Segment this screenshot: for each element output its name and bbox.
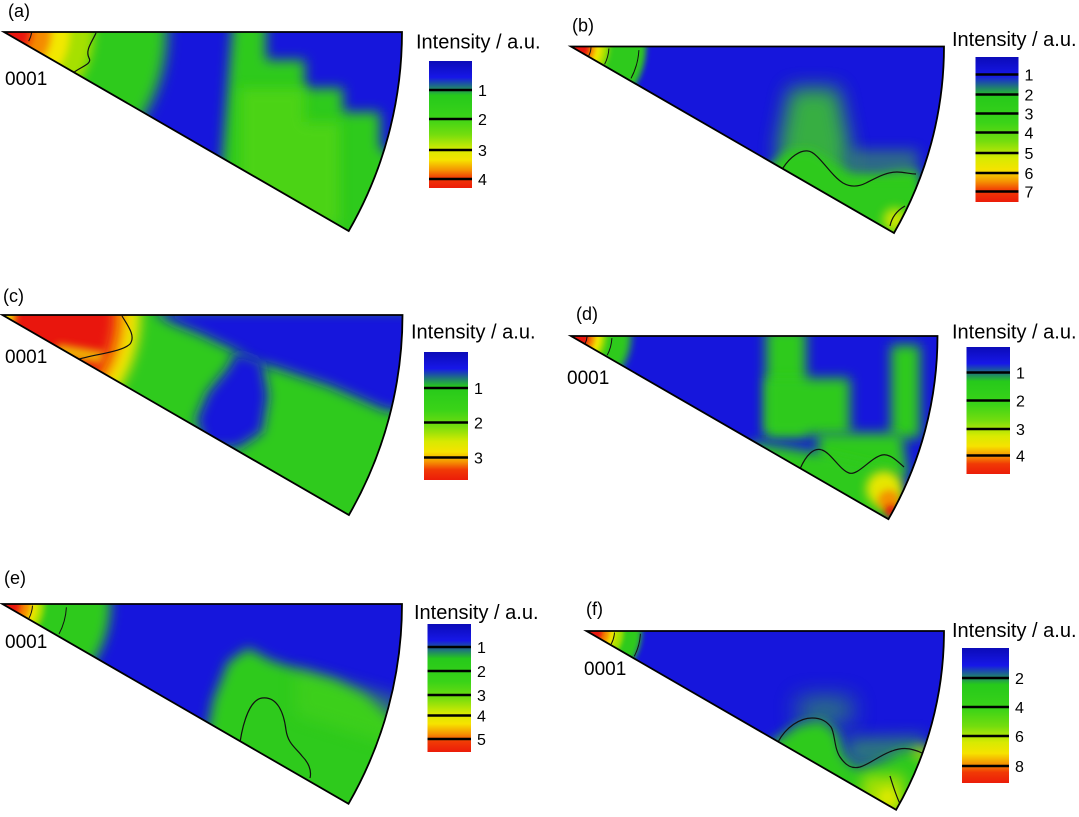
svg-text:4: 4 (1015, 700, 1024, 717)
svg-text:2: 2 (477, 664, 486, 681)
svg-text:(b): (b) (572, 16, 594, 36)
svg-text:2: 2 (1015, 671, 1024, 688)
svg-text:Intensity / a.u.: Intensity / a.u. (414, 602, 539, 624)
svg-text:0001: 0001 (567, 368, 609, 389)
svg-text:2: 2 (478, 112, 487, 129)
svg-text:(c): (c) (3, 286, 24, 306)
svg-text:Intensity / a.u.: Intensity / a.u. (411, 322, 536, 344)
svg-text:(f): (f) (586, 599, 603, 619)
svg-text:3: 3 (474, 451, 483, 468)
svg-text:Intensity / a.u.: Intensity / a.u. (952, 322, 1077, 344)
svg-text:4: 4 (1025, 126, 1034, 143)
svg-text:0001: 0001 (5, 347, 47, 368)
svg-text:2: 2 (474, 416, 483, 433)
svg-text:5: 5 (477, 732, 486, 749)
svg-text:0001: 0001 (5, 632, 47, 653)
svg-text:3: 3 (1025, 107, 1034, 124)
svg-text:2: 2 (1016, 394, 1025, 411)
svg-text:1: 1 (478, 83, 487, 100)
svg-text:Intensity / a.u.: Intensity / a.u. (416, 32, 541, 54)
svg-text:1: 1 (1025, 68, 1034, 85)
svg-text:7: 7 (1025, 185, 1034, 202)
svg-text:5: 5 (1025, 146, 1034, 163)
svg-text:4: 4 (1016, 449, 1025, 466)
svg-text:(d): (d) (576, 304, 598, 324)
svg-text:(a): (a) (8, 1, 30, 21)
svg-text:Intensity / a.u.: Intensity / a.u. (952, 29, 1077, 51)
svg-text:Intensity / a.u.: Intensity / a.u. (952, 620, 1077, 642)
svg-text:1: 1 (477, 640, 486, 657)
svg-text:4: 4 (477, 709, 486, 726)
svg-text:(e): (e) (4, 568, 26, 588)
svg-text:6: 6 (1025, 166, 1034, 183)
svg-text:0001: 0001 (5, 69, 47, 90)
svg-text:1: 1 (1016, 366, 1025, 383)
svg-text:2: 2 (1025, 88, 1034, 105)
svg-text:4: 4 (478, 172, 487, 189)
svg-text:0001: 0001 (584, 659, 626, 680)
svg-text:8: 8 (1015, 759, 1024, 776)
svg-text:3: 3 (477, 688, 486, 705)
svg-text:1: 1 (474, 381, 483, 398)
svg-text:3: 3 (1016, 422, 1025, 439)
svg-text:3: 3 (478, 143, 487, 160)
svg-text:6: 6 (1015, 729, 1024, 746)
